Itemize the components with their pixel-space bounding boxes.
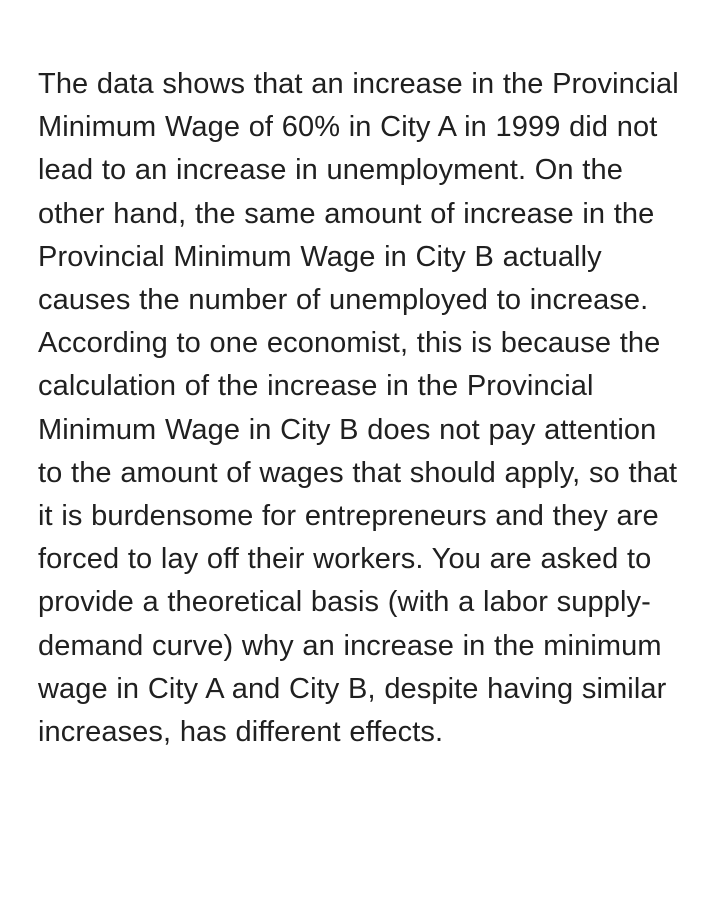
body-paragraph: The data shows that an increase in the P… — [38, 63, 686, 754]
document-content: The data shows that an increase in the P… — [0, 0, 720, 817]
